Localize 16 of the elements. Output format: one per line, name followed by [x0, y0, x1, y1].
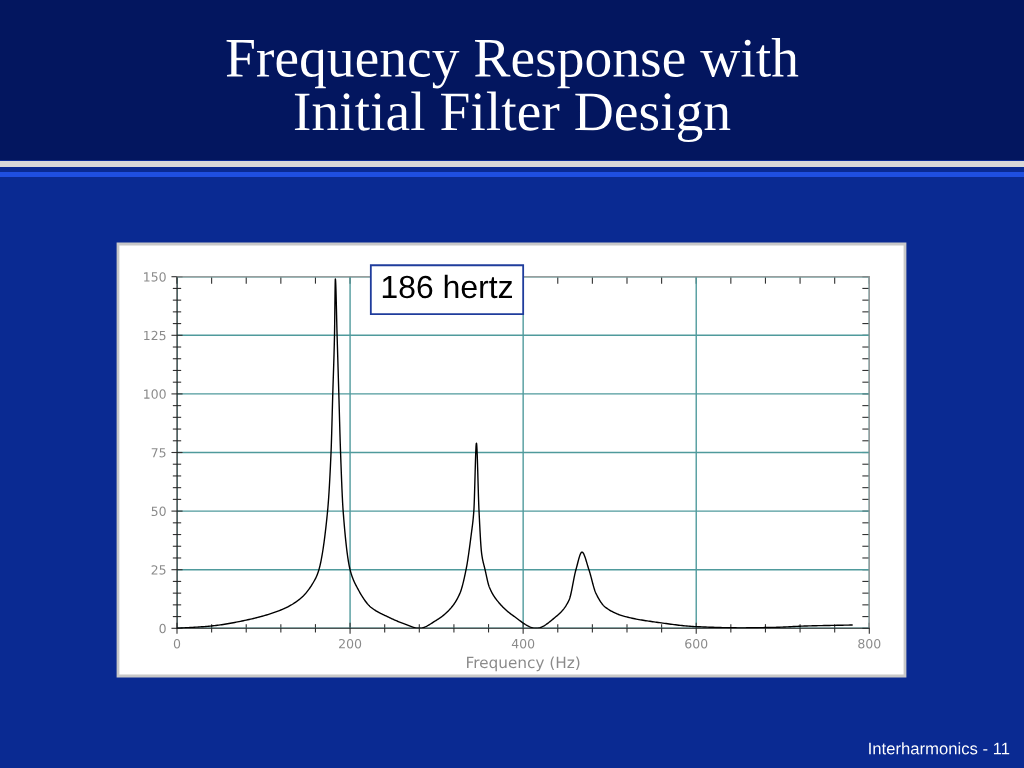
x-tick-label: 200 [339, 638, 362, 649]
x-tick-label: 400 [511, 638, 535, 649]
annotation: 186 hertz [382, 274, 513, 299]
y-tick-label: 75 [151, 448, 166, 458]
y-tick-label: 100 [144, 389, 166, 399]
y-tick-label: 25 [151, 565, 166, 575]
y-tick-label: 50 [151, 506, 166, 517]
text: Interharmonics - 11 [869, 742, 1010, 755]
x-tick-label: 0 [173, 638, 181, 649]
x-axis-title: Frequency (Hz) [467, 656, 580, 672]
x-tick-label: 800 [858, 638, 881, 649]
x-tick-label: 600 [685, 638, 708, 649]
y-tick-label: 125 [144, 330, 166, 341]
chart-title: Frequency Response with Initial Filter Design [226, 37, 799, 143]
y-tick-label: 0 [159, 623, 166, 634]
y-tick-label: 150 [144, 272, 166, 282]
